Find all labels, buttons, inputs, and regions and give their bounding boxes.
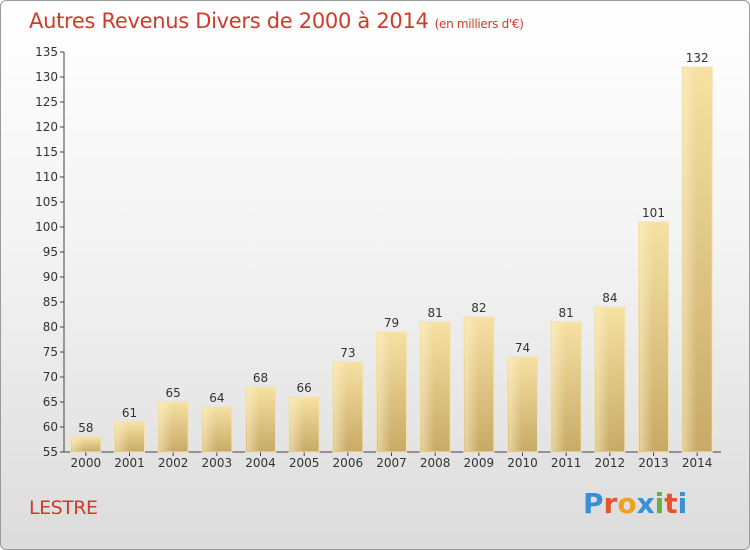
- y-tick-label: 120: [35, 120, 58, 134]
- bar-highlight: [683, 68, 697, 451]
- logo-letter: P: [583, 487, 604, 520]
- value-label-2000: 58: [78, 421, 93, 435]
- x-tick-label: 2010: [507, 456, 538, 470]
- x-tick-label: 2014: [682, 456, 713, 470]
- y-tick-label: 100: [35, 220, 58, 234]
- y-tick-label: 85: [43, 295, 58, 309]
- x-tick-label: 2001: [114, 456, 145, 470]
- value-label-2002: 65: [166, 386, 181, 400]
- bar-highlight: [464, 318, 479, 451]
- value-label-2013: 101: [642, 206, 665, 220]
- y-tick-label: 115: [35, 145, 58, 159]
- logo-letter: i: [677, 487, 688, 520]
- value-label-2012: 84: [602, 291, 617, 305]
- value-label-2003: 64: [209, 391, 224, 405]
- x-tick-label: 2006: [333, 456, 364, 470]
- y-tick-label: 75: [43, 345, 58, 359]
- bar-highlight: [246, 388, 260, 451]
- logo-letter: t: [664, 487, 678, 520]
- value-label-2004: 68: [253, 371, 268, 385]
- chart-unit: (en milliers d'€): [434, 17, 524, 31]
- bar-highlight: [595, 308, 610, 451]
- proxiti-logo: Proxiti: [583, 487, 687, 520]
- value-label-2011: 81: [559, 306, 574, 320]
- y-tick-label: 130: [35, 70, 58, 84]
- y-tick-label: 135: [35, 45, 58, 59]
- logo-letter: x: [636, 487, 655, 520]
- y-tick-label: 105: [35, 195, 58, 209]
- bar-highlight: [202, 408, 217, 451]
- y-tick-label: 110: [35, 170, 58, 184]
- value-labels: 58 61 65 64 68 66 73 79 81 82 74 81 84 101 132: [78, 51, 708, 435]
- chart-title-text: Autres Revenus Divers de 2000 à 2014: [29, 9, 429, 33]
- x-tick-label: 2009: [464, 456, 495, 470]
- axes: 55 60 65 70 75 80 85 90 95 100 105 110 115 120 125 130 1…: [35, 45, 721, 470]
- y-tick-label: 95: [43, 245, 58, 259]
- value-label-2005: 66: [297, 381, 312, 395]
- bar-highlight: [377, 333, 391, 451]
- y-tick-label: 70: [43, 370, 58, 384]
- y-tick-label: 80: [43, 320, 58, 334]
- bar-highlight: [159, 403, 173, 451]
- y-tick-label: 55: [43, 445, 58, 459]
- x-tick-label: 2013: [638, 456, 669, 470]
- y-tick-label: 125: [35, 95, 58, 109]
- value-label-2010: 74: [515, 341, 530, 355]
- bar-highlight: [115, 423, 129, 451]
- x-tick-label: 2004: [245, 456, 276, 470]
- x-tick-label: 2000: [71, 456, 102, 470]
- bar-highlight: [508, 358, 522, 451]
- x-tick-label: 2012: [595, 456, 626, 470]
- x-tick-label: 2002: [158, 456, 189, 470]
- value-label-2006: 73: [340, 346, 355, 360]
- x-tick-label: 2005: [289, 456, 320, 470]
- logo-letter: o: [617, 487, 637, 520]
- bar-highlight: [421, 323, 435, 451]
- logo-letter: i: [654, 487, 665, 520]
- chart-title: Autres Revenus Divers de 2000 à 2014 (en …: [29, 9, 524, 33]
- bar-highlight: [71, 438, 86, 451]
- bars: [70, 66, 713, 453]
- y-tick-label: 65: [43, 395, 58, 409]
- value-label-2008: 81: [428, 306, 443, 320]
- y-tick-label: 60: [43, 420, 58, 434]
- value-label-2014: 132: [686, 51, 709, 65]
- value-label-2007: 79: [384, 316, 399, 330]
- logo-letter: r: [603, 487, 618, 520]
- value-label-2001: 61: [122, 406, 137, 420]
- bar-highlight: [552, 323, 566, 451]
- bar-highlight: [639, 223, 653, 451]
- bar-highlight: [333, 363, 348, 451]
- bar-highlight: [290, 398, 304, 451]
- location-label: LESTRE: [29, 497, 98, 519]
- x-tick-label: 2011: [551, 456, 582, 470]
- x-tick-label: 2007: [376, 456, 407, 470]
- y-tick-label: 90: [43, 270, 58, 284]
- value-label-2009: 82: [471, 301, 486, 315]
- x-tick-label: 2003: [202, 456, 233, 470]
- x-tick-label: 2008: [420, 456, 451, 470]
